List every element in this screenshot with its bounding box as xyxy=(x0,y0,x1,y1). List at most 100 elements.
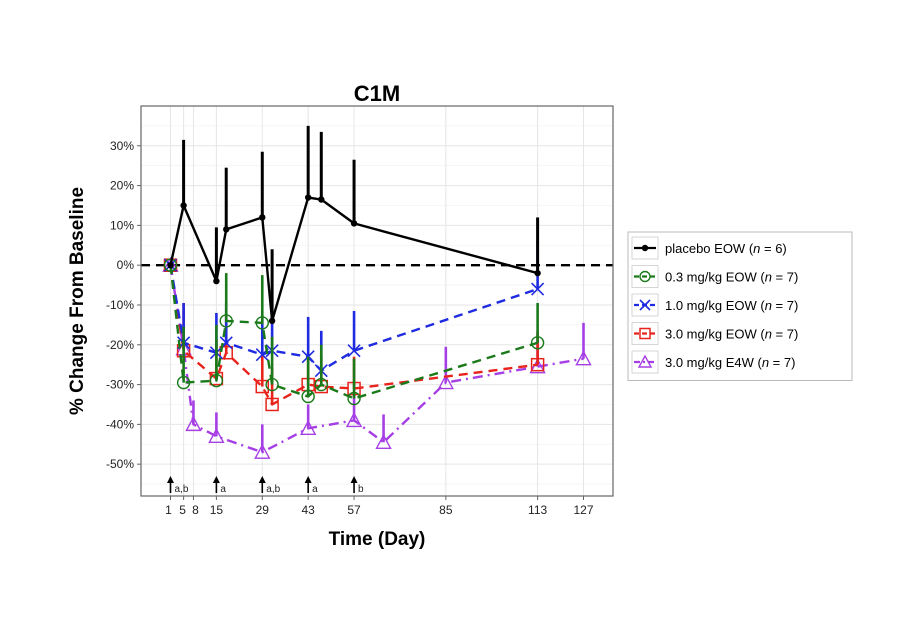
grid-lines xyxy=(141,106,613,496)
legend-n-value: = 6) xyxy=(760,241,786,256)
x-tick-label: 43 xyxy=(301,503,315,517)
marker-circle xyxy=(639,270,651,283)
dose-arrow-head xyxy=(167,476,174,483)
x-axis-ticks: 1 5 8 15 29 43 57 85 113 127 xyxy=(165,496,594,517)
legend-box xyxy=(627,231,853,381)
marker-circle xyxy=(209,373,224,388)
marker-triangle xyxy=(185,415,202,432)
plot-background xyxy=(141,106,613,496)
marker-triangle xyxy=(208,427,225,444)
plot-border xyxy=(140,105,614,497)
marker-square xyxy=(530,357,545,372)
marker-dot xyxy=(268,317,276,325)
marker-square xyxy=(219,345,233,360)
legend-n-symbol: n xyxy=(765,270,772,285)
series-0-3-mg-kg-eow xyxy=(163,258,545,406)
series-placebo-eow xyxy=(167,125,541,325)
marker-square xyxy=(639,327,651,340)
dose-arrow-head xyxy=(304,476,312,483)
x-tick-label: 15 xyxy=(210,503,224,517)
y-tick-label: 10% xyxy=(110,218,134,232)
series-line xyxy=(169,264,584,454)
marker-dot xyxy=(223,226,230,233)
legend-n-symbol: n xyxy=(753,241,760,256)
x-tick-label: 5 xyxy=(179,503,186,517)
dose-arrow-label: a,b xyxy=(266,484,280,495)
y-tick-label: -50% xyxy=(106,457,134,471)
y-tick-label: -30% xyxy=(106,378,134,392)
legend-n-symbol: n xyxy=(762,355,769,370)
marker-dot xyxy=(534,269,541,277)
legend-n-value: = 7) xyxy=(772,298,798,313)
x-tick-label: 1 xyxy=(165,503,172,517)
dose-arrow-label: a xyxy=(220,484,226,495)
marker-dot xyxy=(641,244,649,252)
marker-triangle xyxy=(299,419,317,436)
x-tick-label: 85 xyxy=(439,503,453,517)
y-tick-label: 20% xyxy=(110,179,134,193)
marker-circle xyxy=(530,336,545,350)
dose-arrow-head xyxy=(258,476,266,483)
marker-circle xyxy=(265,377,279,392)
legend: placebo EOW (n = 6) 0.3 mg/kg EOW (n = 7)… xyxy=(627,231,853,381)
y-tick-label: -40% xyxy=(106,417,134,431)
marker-dot xyxy=(350,220,358,227)
x-tick-label: 127 xyxy=(573,503,593,517)
marker-circle xyxy=(314,377,328,392)
marker-triangle xyxy=(254,443,271,459)
marker-circle xyxy=(176,375,191,390)
x-tick-label: 8 xyxy=(192,503,199,517)
marker-triangle xyxy=(375,433,392,449)
chart-title: C1M xyxy=(354,81,400,106)
marker-circle xyxy=(163,258,178,272)
marker-dot xyxy=(180,202,187,209)
x-tick-label: 57 xyxy=(347,503,361,517)
marker-square xyxy=(265,397,279,412)
marker-triangle xyxy=(437,374,455,390)
legend-entry-label: 1.0 mg/kg EOW (n = 7) xyxy=(665,298,798,313)
y-axis-label: % Change From Baseline xyxy=(67,187,88,415)
y-tick-label: 0% xyxy=(117,258,135,272)
y-tick-label: 30% xyxy=(110,139,134,153)
y-tick-label: -10% xyxy=(106,298,134,312)
series-line xyxy=(169,196,538,323)
y-tick-label: -20% xyxy=(106,338,134,352)
y-axis-ticks: 30% 20% 10% 0% -10% -20% -30% -40% -50% xyxy=(106,139,141,471)
legend-n-value: = 7) xyxy=(772,327,798,342)
marker-x xyxy=(531,282,545,296)
marker-square xyxy=(255,379,270,394)
series-layer xyxy=(162,125,592,459)
marker-dot xyxy=(318,196,325,203)
marker-triangle xyxy=(345,411,363,428)
legend-n-value: = 7) xyxy=(772,270,798,285)
legend-n-symbol: n xyxy=(765,298,772,313)
dose-arrows: a,b a a,b a b xyxy=(167,476,364,495)
legend-entry-label: 3.0 mg/kg EOW (n = 7) xyxy=(665,327,798,342)
legend-n-value: = 7) xyxy=(769,355,795,370)
x-axis-label: Time (Day) xyxy=(329,529,426,550)
marker-dot xyxy=(167,261,174,269)
dose-arrow-label: a,b xyxy=(175,484,189,495)
marker-triangle xyxy=(575,350,592,366)
marker-dot xyxy=(259,214,266,221)
legend-entry-label: 3.0 mg/kg E4W (n = 7) xyxy=(665,355,795,370)
legend-entry-label: 0.3 mg/kg EOW (n = 7) xyxy=(665,270,798,285)
legend-n-symbol: n xyxy=(765,327,772,342)
dose-arrow-head xyxy=(212,476,220,483)
dose-arrow-label: b xyxy=(358,484,364,495)
series-line xyxy=(169,265,538,400)
marker-circle xyxy=(255,316,269,330)
marker-triangle xyxy=(637,354,653,368)
marker-circle xyxy=(301,389,315,404)
marker-circle xyxy=(347,391,361,406)
marker-circle xyxy=(219,314,233,328)
marker-x xyxy=(639,299,651,311)
x-tick-label: 29 xyxy=(256,503,270,517)
dose-arrow-head xyxy=(350,476,358,483)
marker-x xyxy=(301,350,315,364)
legend-entry-label: placebo EOW (n = 6) xyxy=(665,241,787,256)
x-tick-label: 113 xyxy=(528,503,547,517)
marker-dot xyxy=(304,194,312,201)
dose-arrow-label: a xyxy=(312,484,318,495)
